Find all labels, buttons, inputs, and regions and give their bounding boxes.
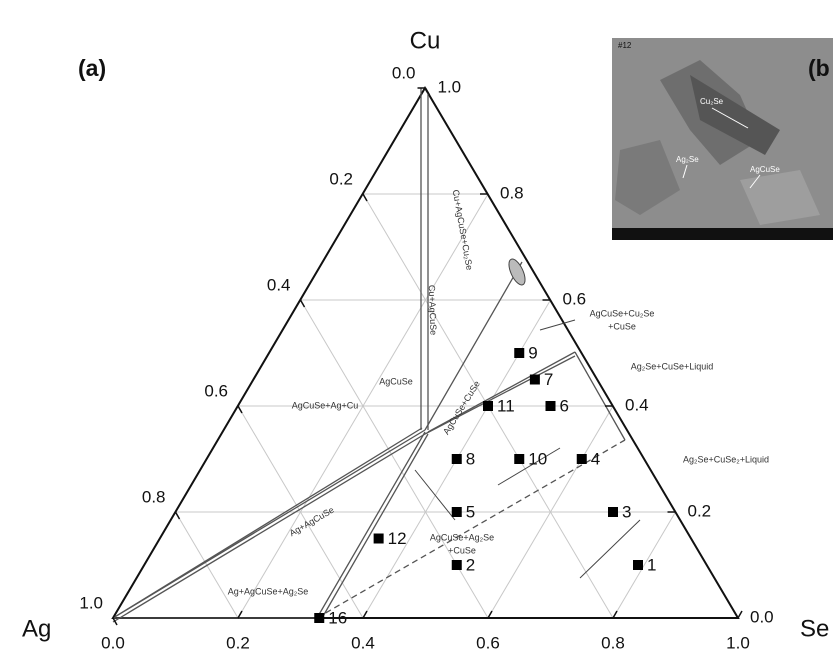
point-label: 8 (466, 449, 475, 468)
ag-tick-label: 1.0 (79, 593, 103, 612)
se-tick-label: 1.0 (726, 633, 750, 652)
se-tick-label: 0.0 (101, 633, 125, 652)
region-label: AgCuSe+Ag₂Se (430, 532, 494, 542)
point-label: 11 (497, 396, 515, 415)
ag-tick-label: 0.8 (142, 487, 166, 506)
sample-point (608, 507, 618, 517)
vertex-label: Se (800, 615, 829, 642)
sample-point (577, 454, 587, 464)
tick-mark (238, 611, 242, 618)
ag-tick-label: 0.6 (204, 381, 228, 400)
tick-mark (238, 406, 242, 413)
se-tick-label: 0.4 (351, 633, 375, 652)
sample-point (514, 454, 524, 464)
grid-layer (176, 194, 676, 618)
cu-tick-label: 1.0 (438, 77, 462, 96)
inset-sample: #12 (618, 41, 632, 50)
sample-point (452, 507, 462, 517)
cu-tick-label: 0.0 (750, 607, 774, 626)
vertex-label: Ag (22, 615, 51, 642)
phase-region (506, 257, 529, 287)
leader-line (580, 520, 640, 578)
point-label: 4 (591, 449, 600, 468)
inset-image (612, 38, 833, 240)
inset-label: AgCuSe (750, 165, 780, 174)
grid-line (613, 512, 676, 618)
sample-point (452, 454, 462, 464)
region-label: Cu+AgCuSe (427, 285, 439, 336)
se-tick-label: 0.8 (601, 633, 625, 652)
tick-mark (301, 300, 305, 307)
point-label: 2 (466, 555, 475, 574)
sample-point (483, 401, 493, 411)
vertex-label: Cu (410, 27, 441, 54)
cu-tick-label: 0.2 (688, 501, 712, 520)
point-label: 6 (560, 396, 569, 415)
sample-point (546, 401, 556, 411)
tick-mark (613, 611, 617, 618)
sample-point (314, 613, 324, 623)
cu-tick-label: 0.6 (563, 289, 587, 308)
region-label: +CuSe (608, 321, 636, 331)
region-label: Cu+AgCuSe+Cu₂Se (451, 189, 475, 271)
region-label: AgCuSe (379, 376, 413, 386)
sample-point (452, 560, 462, 570)
phase-line (322, 434, 428, 618)
region-label: Ag₂Se+CuSe+Liquid (631, 361, 714, 371)
region-label: Ag₂Se+CuSe₂+Liquid (683, 454, 769, 464)
tick-mark (363, 611, 367, 618)
point-label: 16 (328, 608, 347, 627)
tick-mark (363, 194, 367, 201)
point-label: 12 (388, 529, 407, 548)
point-label: 9 (528, 343, 537, 362)
point-label: 5 (466, 502, 475, 521)
region-label: AgCuSe+Cu₂Se (590, 308, 655, 318)
inset-label: Ag₂Se (676, 155, 699, 164)
se-tick-label: 0.6 (476, 633, 500, 652)
point-label: 1 (647, 555, 656, 574)
cu-tick-label: 0.8 (500, 183, 524, 202)
point-label: 10 (528, 449, 547, 468)
se-tick-label: 0.2 (226, 633, 250, 652)
point-label: 7 (544, 370, 553, 389)
figure: CuAgSe(a)0.00.20.40.60.81.00.00.20.40.60… (0, 0, 833, 670)
inset-scalebar (612, 228, 833, 240)
leader-line (540, 320, 575, 330)
sample-point (374, 534, 384, 544)
ag-tick-label: 0.2 (329, 169, 353, 188)
panel-label: (b (808, 55, 830, 81)
sample-point (514, 348, 524, 358)
ag-tick-label: 0.4 (267, 275, 291, 294)
region-label: Ag+AgCuSe+Ag₂Se (228, 586, 309, 596)
tick-mark (738, 611, 742, 618)
inset-label: Cu₂Se (700, 97, 724, 106)
ag-tick-label: 0.0 (392, 63, 416, 82)
sample-point (633, 560, 643, 570)
point-label: 3 (622, 502, 631, 521)
region-label: AgCuSe+Ag+Cu (292, 400, 359, 410)
tick-mark (176, 512, 180, 519)
cu-tick-label: 0.4 (625, 395, 649, 414)
sample-point (530, 375, 540, 385)
panel-label: (a) (78, 55, 106, 81)
phase-line (575, 352, 625, 440)
region-label: +CuSe (448, 545, 476, 555)
tick-mark (488, 611, 492, 618)
